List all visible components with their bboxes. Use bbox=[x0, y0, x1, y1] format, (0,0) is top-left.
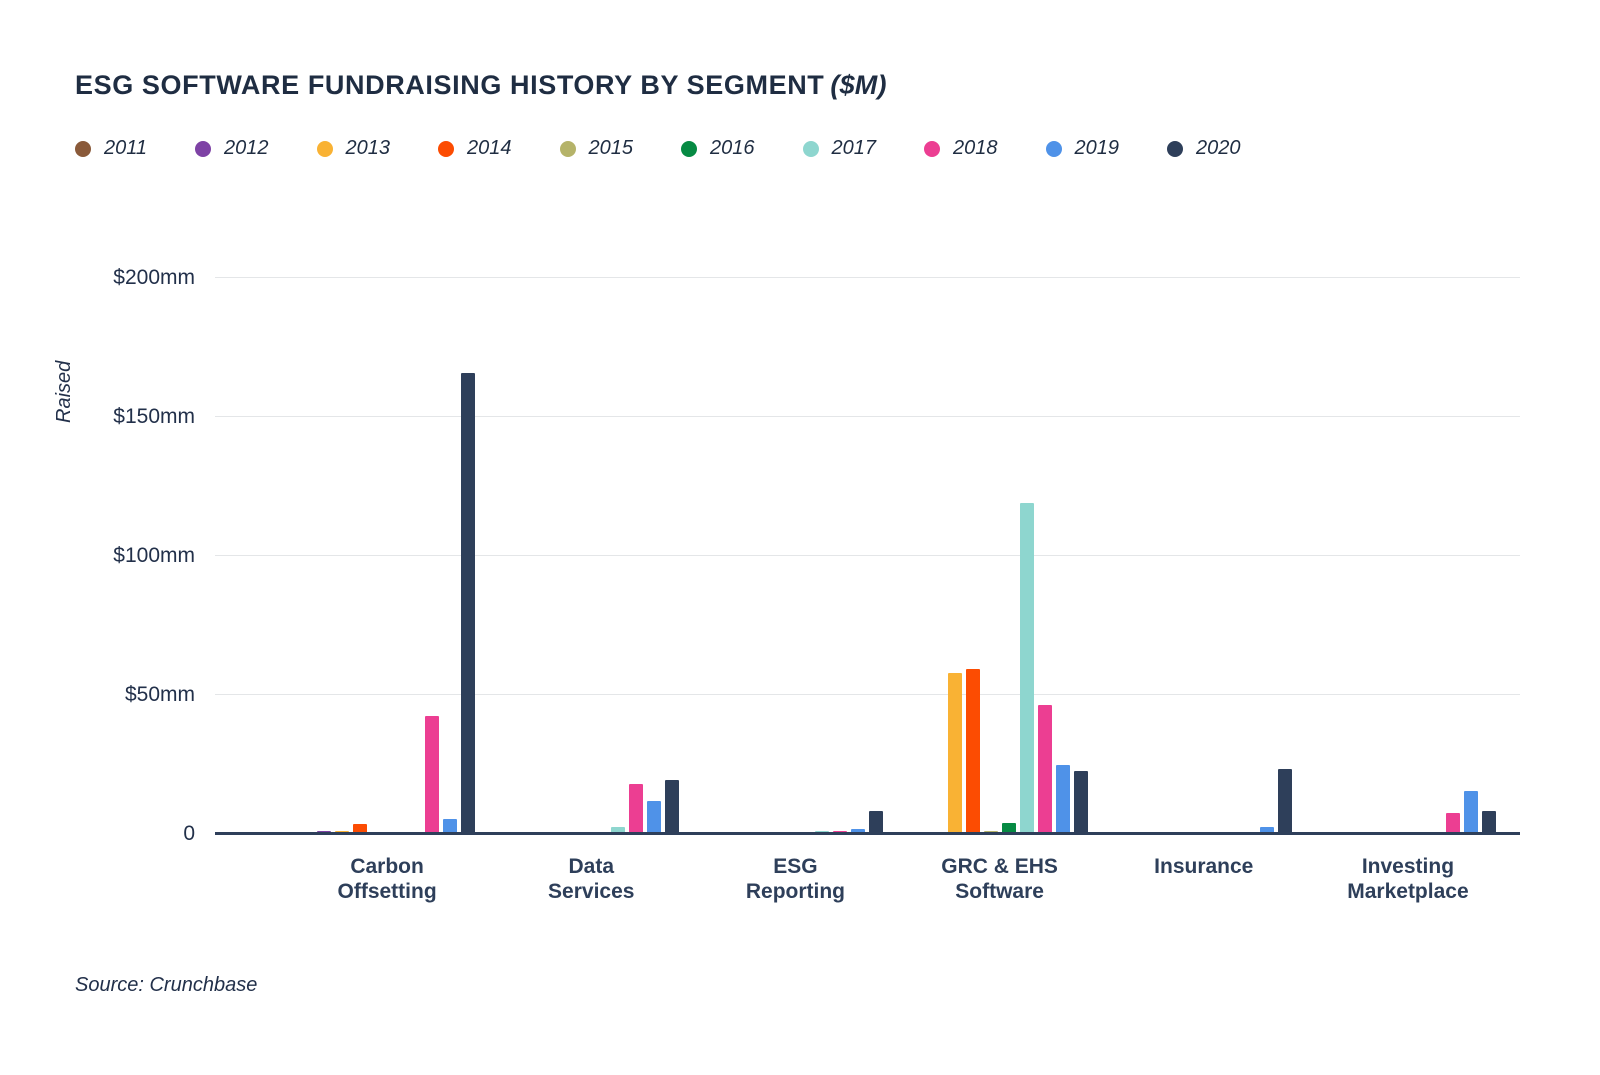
legend-item-2011: 2011 bbox=[75, 137, 147, 160]
y-tick-label: 0 bbox=[183, 822, 195, 845]
bar-group-insurance bbox=[1102, 278, 1306, 834]
y-tick-label: $50mm bbox=[124, 683, 195, 706]
bar-group-grc-ehs-software bbox=[898, 278, 1102, 834]
bar-2019 bbox=[1259, 827, 1274, 834]
x-axis-labels: Carbon Offsetting Data Services ESG Reporting… bbox=[215, 854, 1520, 904]
legend-item-2013: 2013 bbox=[316, 137, 391, 160]
legend-item-2018: 2018 bbox=[924, 137, 998, 160]
bar-2018 bbox=[425, 715, 440, 834]
legend-label: 2014 bbox=[467, 137, 512, 159]
plot-area bbox=[215, 278, 1520, 834]
bar-2020 bbox=[869, 810, 884, 834]
legend-label: 2015 bbox=[588, 137, 634, 159]
bar-2020 bbox=[1481, 810, 1496, 834]
legend-dot-icon bbox=[195, 140, 212, 157]
legend-item-2019: 2019 bbox=[1045, 137, 1120, 160]
page-title: ESG SOFTWARE FUNDRAISING HISTORY BY SEGM… bbox=[75, 70, 1525, 101]
chart-title-units: ($M) bbox=[830, 70, 887, 100]
bar-2019 bbox=[851, 829, 866, 834]
legend-dot-icon bbox=[924, 140, 941, 157]
legend-dot-icon bbox=[559, 140, 576, 157]
bar-2020 bbox=[1073, 771, 1088, 834]
legend-item-2015: 2015 bbox=[559, 137, 634, 160]
bar-2016 bbox=[1001, 822, 1016, 834]
bar-2017 bbox=[611, 827, 626, 834]
legend: 2011 2012 2013 2014 2015 2016 2017 2018 2019 2020 bbox=[75, 137, 1525, 160]
bar-group-carbon-offsetting bbox=[285, 278, 489, 834]
bar-group-investing-marketplace bbox=[1306, 278, 1510, 834]
x-axis-label: ESG Reporting bbox=[745, 855, 845, 904]
legend-item-2016: 2016 bbox=[681, 137, 755, 160]
bar-chart: Raised $200mm $150mm $100mm $50mm 0 bbox=[53, 266, 1520, 845]
legend-label: 2020 bbox=[1196, 137, 1241, 159]
x-axis-label: GRC & EHS Software bbox=[941, 855, 1058, 904]
legend-dot-icon bbox=[681, 140, 698, 157]
bar-2013 bbox=[947, 672, 962, 834]
legend-label: 2012 bbox=[224, 137, 269, 159]
bar-2014 bbox=[965, 668, 980, 834]
y-tick-label: $150mm bbox=[113, 405, 195, 428]
gridline bbox=[215, 277, 1520, 278]
gridline bbox=[215, 416, 1520, 417]
legend-item-2012: 2012 bbox=[195, 137, 269, 160]
legend-label: 2018 bbox=[953, 137, 998, 159]
legend-dot-icon bbox=[1045, 140, 1062, 157]
legend-dot-icon bbox=[438, 140, 455, 157]
bar-2018 bbox=[1037, 704, 1052, 834]
bar-2019 bbox=[1463, 790, 1478, 834]
legend-label: 2013 bbox=[345, 137, 391, 159]
legend-item-2020: 2020 bbox=[1167, 137, 1241, 160]
legend-item-2014: 2014 bbox=[438, 137, 512, 160]
legend-label: 2019 bbox=[1074, 137, 1120, 159]
source-note: Source: Crunchbase bbox=[75, 974, 258, 997]
x-axis-label: Carbon Offsetting bbox=[337, 855, 437, 904]
legend-dot-icon bbox=[1167, 140, 1184, 157]
bar-2020 bbox=[1277, 768, 1292, 834]
bar-2019 bbox=[443, 818, 458, 834]
legend-label: 2017 bbox=[831, 137, 877, 159]
bar-group-esg-reporting bbox=[693, 278, 897, 834]
legend-dot-icon bbox=[802, 140, 819, 157]
bar-2019 bbox=[647, 800, 662, 834]
bar-2019 bbox=[1055, 764, 1070, 834]
bar-2018 bbox=[1445, 813, 1460, 834]
legend-label: 2016 bbox=[710, 137, 755, 159]
bar-2017 bbox=[1019, 503, 1034, 834]
gridline bbox=[215, 694, 1520, 695]
y-tick-label: $200mm bbox=[113, 266, 195, 289]
x-axis-label: Data Services bbox=[548, 855, 635, 904]
legend-label: 2011 bbox=[104, 137, 148, 159]
bar-2014 bbox=[353, 824, 368, 834]
chart-title: ESG SOFTWARE FUNDRAISING HISTORY BY SEGM… bbox=[75, 70, 825, 100]
y-axis-title: Raised bbox=[53, 360, 75, 423]
gridline bbox=[215, 555, 1520, 556]
bar-2018 bbox=[629, 783, 644, 834]
legend-dot-icon bbox=[75, 140, 91, 157]
x-axis-label: Investing Marketplace bbox=[1347, 855, 1469, 904]
legend-dot-icon bbox=[316, 140, 333, 157]
x-axis-label: Insurance bbox=[1154, 855, 1254, 878]
bar-2020 bbox=[461, 372, 476, 834]
bar-2020 bbox=[665, 779, 680, 834]
y-tick-label: $100mm bbox=[113, 544, 195, 567]
legend-item-2017: 2017 bbox=[802, 137, 877, 160]
x-axis-baseline bbox=[215, 832, 1520, 835]
bar-group-data-services bbox=[489, 278, 693, 834]
